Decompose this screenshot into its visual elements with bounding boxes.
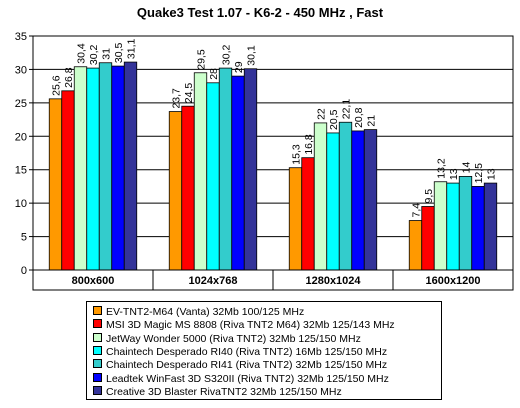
bar [193,72,208,271]
y-tick-label: 35 [15,31,27,43]
data-label: 9,5 [423,189,435,204]
chart-title: Quake3 Test 1.07 - K6-2 - 450 MHz , Fast [137,5,384,20]
bar [111,65,125,271]
bar [206,82,220,271]
legend-label: Creative 3D Blaster RivaTNT2 32Mb 125/15… [106,385,342,398]
data-label: 16,8 [303,134,315,155]
legend-item: EV-TNT2-M64 (Vanta) 32Mb 100/125 MHz [93,306,304,319]
bar [123,61,138,271]
legend-item: Creative 3D Blaster RivaTNT2 32Mb 125/15… [93,385,342,399]
bar [168,111,183,271]
y-tick-label: 25 [15,98,27,110]
y-tick-label: 15 [15,165,27,177]
data-label: 14 [461,162,473,174]
bar [433,181,448,271]
bar [351,130,365,271]
legend-item: MSI 3D Magic MS 8808 (Riva TNT2 M64) 32M… [93,319,395,332]
data-label: 20,5 [328,109,340,130]
data-label: 30,1 [246,45,258,66]
y-tick-label: 0 [21,265,27,277]
legend-swatch [93,319,102,329]
data-label: 24,5 [183,83,195,104]
x-tick-label: 1600x1200 [425,275,480,287]
legend-item: Leadtek WinFast 3D S320II (Riva TNT2) 32… [93,372,389,386]
legend-item: JetWay Wonder 5000 (Riva TNT2) 32Mb 125/… [93,332,361,346]
legend-item: Chaintech Desperado RI40 (Riva TNT2) 16M… [93,345,388,359]
bar [243,68,258,271]
legend-swatch [93,345,102,355]
legend-swatch [93,359,102,369]
legend-label: EV-TNT2-M64 (Vanta) 32Mb 100/125 MHz [106,306,305,318]
data-label: 30,5 [113,42,125,63]
legend-label: MSI 3D Magic MS 8808 (Riva TNT2 M64) 32M… [106,319,395,332]
x-tick-label: 800x600 [72,275,115,287]
data-label: 7,4 [411,203,423,218]
bar [363,129,378,271]
bar [181,105,195,271]
legend-swatch [93,385,102,395]
data-label: 28 [208,68,220,80]
legend-swatch [93,306,102,315]
bar [61,90,75,271]
x-tick-label: 1024x768 [189,275,238,287]
bar [421,206,435,271]
data-label: 30,2 [88,44,100,65]
bar [73,66,88,271]
bar [446,182,460,271]
legend-label: JetWay Wonder 5000 (Riva TNT2) 32Mb 125/… [106,332,361,345]
data-label: 31 [101,48,113,60]
bar [458,175,473,271]
data-label: 12,5 [473,163,485,184]
y-tick-label: 10 [15,198,27,210]
legend-item: Chaintech Desperado RI41 (Riva TNT2) 32M… [93,359,387,372]
bar [218,67,233,271]
data-label: 21 [366,115,378,127]
bar [408,220,423,271]
data-label: 13,2 [436,158,448,179]
data-label: 22,1 [341,99,353,120]
bar [338,121,353,271]
y-tick-label: 30 [15,64,27,76]
data-label: 13 [486,168,498,180]
data-label: 30,4 [76,43,88,64]
bar [471,186,485,271]
bar [288,167,303,271]
bar [231,75,245,271]
data-label: 26,8 [63,67,75,88]
data-label: 15,3 [291,144,303,165]
data-label: 30,2 [221,44,233,65]
y-tick-label: 20 [15,131,27,143]
bar [483,182,498,271]
bar [301,157,315,271]
bar [86,67,100,271]
legend-swatch [93,332,102,342]
bar [313,122,328,271]
y-tick-label: 5 [21,232,27,244]
data-label: 23,7 [171,88,183,109]
data-label: 22 [316,108,328,120]
legend-swatch [93,372,102,382]
bar [326,132,340,271]
legend-label: Chaintech Desperado RI41 (Riva TNT2) 32M… [106,359,388,372]
x-tick-label: 1280x1024 [305,275,361,287]
data-label: 13 [448,168,460,180]
legend: EV-TNT2-M64 (Vanta) 32Mb 100/125 MHz MSI … [86,301,442,400]
legend-label: Leadtek WinFast 3D S320II (Riva TNT2) 32… [106,372,389,385]
data-label: 29,5 [196,49,208,70]
legend-label: Chaintech Desperado RI40 (Riva TNT2) 16M… [106,345,388,358]
bar [98,62,113,271]
bar [48,98,63,271]
data-label: 29 [233,61,245,73]
data-label: 20,8 [353,107,365,128]
data-label: 25,6 [51,75,63,96]
data-label: 31,1 [126,38,138,59]
